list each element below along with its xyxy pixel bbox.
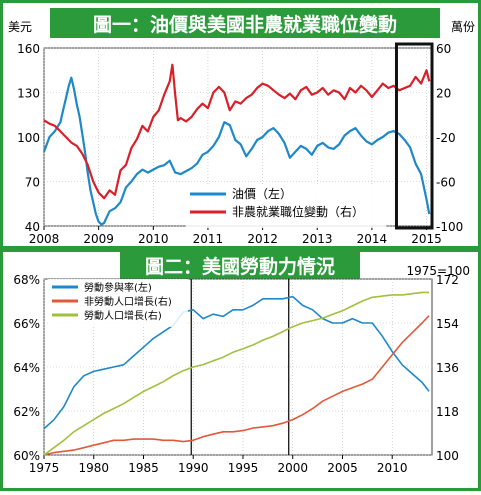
panel-labor-force: 圖二：美國勞動力情況 1975=100 60% 62% 64% 66% 68% 100 11… [0, 249, 481, 491]
base-note: 1975=100 [407, 264, 471, 278]
y-right-tick-label: -60 [436, 176, 456, 190]
x-tick-label: 1990 [178, 461, 209, 475]
right-unit-label: 萬份 [451, 20, 475, 34]
series-line-0 [43, 295, 430, 430]
legend-label: 非勞動人口增長(右) [84, 295, 172, 308]
y-right-tick-label: 100 [436, 449, 459, 463]
chart-2-title: 圖二：美國勞動力情況 [145, 255, 335, 278]
x-tick-label: 2013 [302, 232, 333, 246]
x-tick-label: 1985 [128, 461, 159, 475]
y-left-tick-label: 70 [25, 176, 40, 190]
y-left-tick-label: 66% [13, 317, 40, 331]
x-tick-label: 2009 [83, 232, 114, 246]
y-left-tick-label: 40 [25, 220, 40, 234]
y-left-tick-label: 68% [13, 273, 40, 287]
chart-1-plot: 40 70 100 130 160 -100 -60 -20 20 60 2008 2009 2010 2… [17, 42, 463, 246]
x-tick-label: 2008 [29, 232, 60, 246]
chart-2-svg: 圖二：美國勞動力情況 1975=100 60% 62% 64% 66% 68% 100 11… [0, 249, 481, 491]
x-tick-label: 2015 [411, 232, 442, 246]
series-line-2 [43, 291, 429, 456]
x-tick-label: 1980 [78, 461, 109, 475]
chart-1-svg: 美元 萬份 圖一：油價與美國非農就業職位變動 40 70 100 130 160 -100… [3, 3, 478, 246]
x-tick-label: 2010 [138, 232, 169, 246]
x-tick-label: 2010 [377, 461, 408, 475]
x-tick-label: 1995 [228, 461, 259, 475]
y-right-tick-label: 118 [436, 405, 459, 419]
chart-2-plot: 60% 62% 64% 66% 68% 100 118 136 154 172 1975 1980 19… [13, 273, 459, 475]
chart-1-title: 圖一：油價與美國非農就業職位變動 [93, 13, 397, 36]
legend-label: 勞動參與率(左) [84, 281, 152, 294]
y-right-tick-label: -100 [436, 220, 463, 234]
y-left-tick-label: 160 [17, 42, 40, 56]
legend-label: 非農就業職位變動（右） [232, 204, 364, 219]
highlight-box [394, 42, 434, 230]
panel-oil-jobs: 美元 萬份 圖一：油價與美國非農就業職位變動 40 70 100 130 160 -100… [3, 3, 478, 246]
x-tick-label: 2014 [357, 232, 388, 246]
y-right-tick-label: 20 [436, 87, 451, 101]
x-tick-label: 2005 [327, 461, 358, 475]
chart-1-title-bg [50, 8, 440, 38]
y-left-tick-label: 100 [17, 131, 40, 145]
y-right-tick-label: 136 [436, 361, 459, 375]
y-left-tick-label: 130 [17, 87, 40, 101]
y-left-tick-label: 64% [13, 361, 40, 375]
series-line-1 [43, 315, 430, 456]
y-left-tick-label: 60% [13, 449, 40, 463]
left-unit-label: 美元 [8, 20, 32, 34]
x-tick-label: 2011 [193, 232, 224, 246]
legend-label: 油價（左） [232, 186, 292, 201]
series-line-0 [42, 76, 431, 226]
x-tick-label: 2000 [277, 461, 308, 475]
y-right-tick-label: 60 [436, 42, 451, 56]
series-line-1 [43, 63, 431, 200]
y-right-tick-label: 172 [436, 273, 459, 287]
chart-2-title-bg [120, 252, 360, 280]
y-right-tick-label: -20 [436, 131, 456, 145]
y-right-tick-label: 154 [436, 317, 459, 331]
legend-label: 勞動人口增長(右) [84, 309, 162, 322]
y-left-tick-label: 62% [13, 405, 40, 419]
x-tick-label: 2012 [247, 232, 278, 246]
x-tick-label: 1975 [29, 461, 60, 475]
